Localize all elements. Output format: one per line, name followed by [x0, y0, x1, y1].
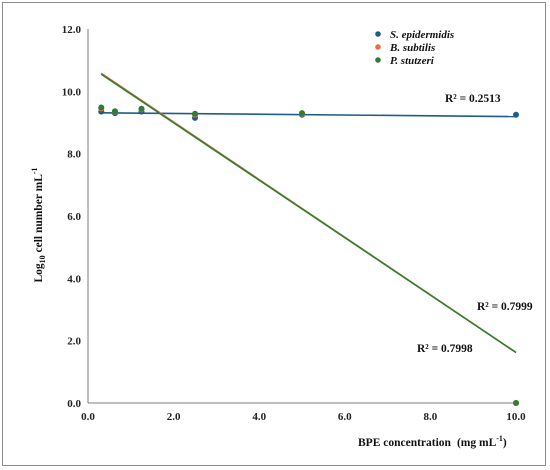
y-tick-label: 8.0 — [67, 149, 81, 161]
y-tick-label: 10.0 — [62, 86, 82, 98]
r-squared-label: R² = 0.2513 — [445, 93, 501, 105]
y-tick-label: 2.0 — [67, 336, 81, 348]
y-tick-label: 0.0 — [67, 398, 81, 410]
legend-marker — [375, 57, 381, 63]
x-tick-label: 6.0 — [338, 411, 352, 423]
data-point — [111, 108, 118, 115]
legend-label: P. stutzeri — [390, 55, 435, 67]
data-point — [192, 110, 198, 117]
y-axis-title: Log10 cell number mL-1 — [30, 167, 47, 282]
x-axis-title: BPE concentration (mg mL-1) — [358, 434, 507, 449]
legend-label: S. epidermidis — [390, 29, 454, 41]
x-tick-label: 2.0 — [167, 411, 181, 423]
r-squared-label: R² = 0.7999 — [477, 301, 533, 313]
y-tick-label: 4.0 — [67, 273, 81, 285]
x-tick-label: 8.0 — [424, 411, 438, 423]
legend-marker — [375, 31, 381, 37]
trendline — [101, 112, 517, 118]
data-point — [513, 111, 519, 118]
y-tick-labels: 0.0 2.0 4.0 6.0 8.0 10.0 12.0 — [62, 24, 82, 410]
data-points — [98, 104, 519, 406]
r-squared-label: R² = 0.7998 — [417, 343, 473, 355]
data-point — [98, 104, 105, 111]
trendlines — [100, 72, 517, 354]
legend-marker — [375, 44, 381, 50]
x-tick-label: 10.0 — [506, 411, 526, 423]
axes — [87, 29, 516, 404]
data-point — [513, 400, 519, 406]
trendline — [100, 73, 517, 354]
data-point — [138, 105, 145, 112]
data-point — [299, 110, 305, 117]
x-tick-label: 4.0 — [252, 411, 266, 423]
x-tick-labels: 0.0 2.0 4.0 6.0 8.0 10.0 — [81, 411, 526, 423]
y-tick-label: 12.0 — [62, 24, 82, 36]
legend-label: B. subtilis — [389, 42, 435, 54]
r-squared-labels: R² = 0.2513 R² = 0.7999 R² = 0.7998 — [417, 93, 533, 355]
x-tick-label: 0.0 — [81, 411, 95, 423]
y-tick-label: 6.0 — [67, 211, 81, 223]
chart-frame — [2, 2, 546, 466]
